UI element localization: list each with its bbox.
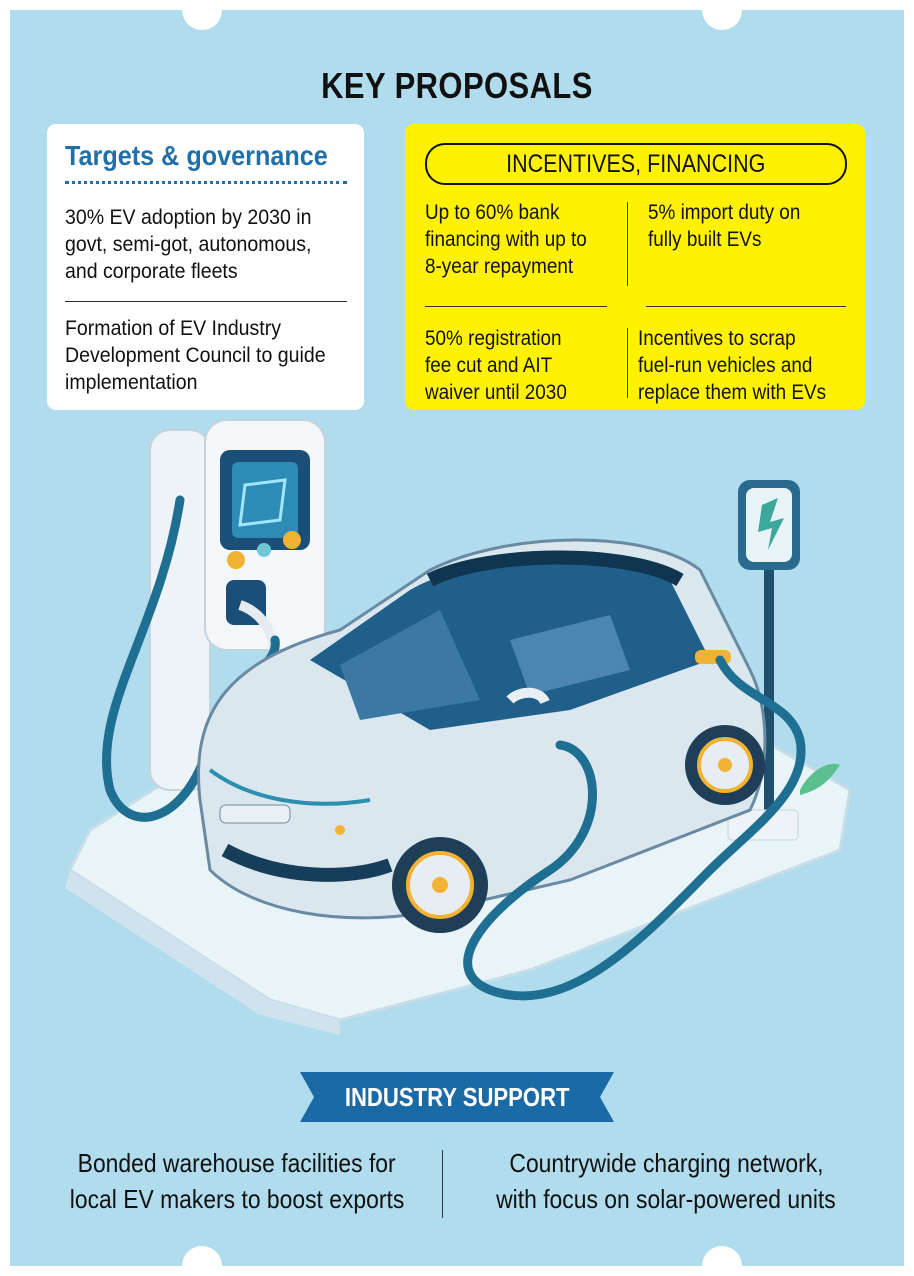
targets-heading: Targets & governance — [65, 140, 328, 171]
incentive-scrap-line2: fuel-run vehicles and — [638, 354, 813, 377]
incentive-bank-line3: 8-year repayment — [425, 255, 574, 278]
ev-charging-illustration — [65, 419, 852, 1035]
charging-sign — [727, 480, 840, 841]
dotted-divider — [65, 181, 347, 184]
incentive-duty-line1: 5% import duty on — [648, 201, 801, 224]
incentives-heading: INCENTIVES, FINANCING — [506, 150, 766, 178]
targets-item2-line3: implementation — [65, 371, 198, 394]
incentives-vdivider-top — [627, 202, 628, 286]
industry-divider — [442, 1150, 443, 1218]
incentive-registration-line3: waiver until 2030 — [425, 381, 567, 404]
industry-right-line1: Countrywide charging network, — [508, 1148, 824, 1178]
punch-hole-bottom-right — [702, 1246, 742, 1266]
electric-car — [197, 538, 767, 933]
industry-left-line1: Bonded warehouse facilities for — [78, 1148, 396, 1178]
industry-heading-wrap: INDUSTRY SUPPORT — [300, 1072, 614, 1122]
charging-cable-right — [463, 655, 806, 1001]
industry-left-line2: local EV makers to boost exports — [69, 1184, 405, 1214]
incentive-duty-line2: fully built EVs — [648, 228, 762, 251]
incentives-hdivider-left — [425, 306, 607, 307]
industry-banner-shape — [300, 1072, 614, 1122]
targets-item1-line3: and corporate fleets — [65, 260, 238, 283]
incentive-scrap-line1: Incentives to scrap — [638, 327, 796, 350]
targets-item2-line2: Development Council to guide — [65, 344, 326, 367]
incentives-heading-pill: INCENTIVES, FINANCING — [425, 143, 847, 185]
incentive-registration-line2: fee cut and AIT — [425, 354, 553, 377]
charging-station — [149, 419, 326, 791]
industry-left-text: Bonded warehouse facilities for local EV… — [27, 1145, 447, 1217]
industry-right-text: Countrywide charging network, with focus… — [456, 1145, 876, 1217]
industry-right-line2: with focus on solar-powered units — [496, 1184, 836, 1214]
targets-divider — [65, 301, 347, 302]
targets-item1-line1: 30% EV adoption by 2030 in — [65, 206, 312, 229]
targets-item2-line1: Formation of EV Industry — [65, 317, 282, 340]
page-title: KEY PROPOSALS — [321, 65, 593, 106]
targets-item1-line2: govt, semi-got, autonomous, — [65, 233, 312, 256]
incentives-vdivider-bottom — [627, 328, 628, 398]
incentive-bank-line1: Up to 60% bank — [425, 201, 560, 224]
targets-governance-panel: Targets & governance 30% EV adoption by … — [47, 124, 364, 410]
punch-hole-top-right — [702, 10, 742, 30]
incentive-bank-line2: financing with up to — [425, 228, 587, 251]
incentive-registration-line1: 50% registration — [425, 327, 562, 350]
infographic-card: KEY PROPOSALS Targets & governance 30% E… — [10, 10, 904, 1266]
incentives-hdivider-right — [646, 306, 846, 307]
incentive-scrap-line3: replace them with EVs — [638, 381, 827, 404]
punch-hole-bottom-left — [182, 1246, 222, 1266]
incentives-financing-panel: INCENTIVES, FINANCING Up to 60% bank fin… — [405, 124, 865, 410]
punch-hole-top-left — [182, 10, 222, 30]
industry-heading: INDUSTRY SUPPORT — [344, 1082, 570, 1112]
